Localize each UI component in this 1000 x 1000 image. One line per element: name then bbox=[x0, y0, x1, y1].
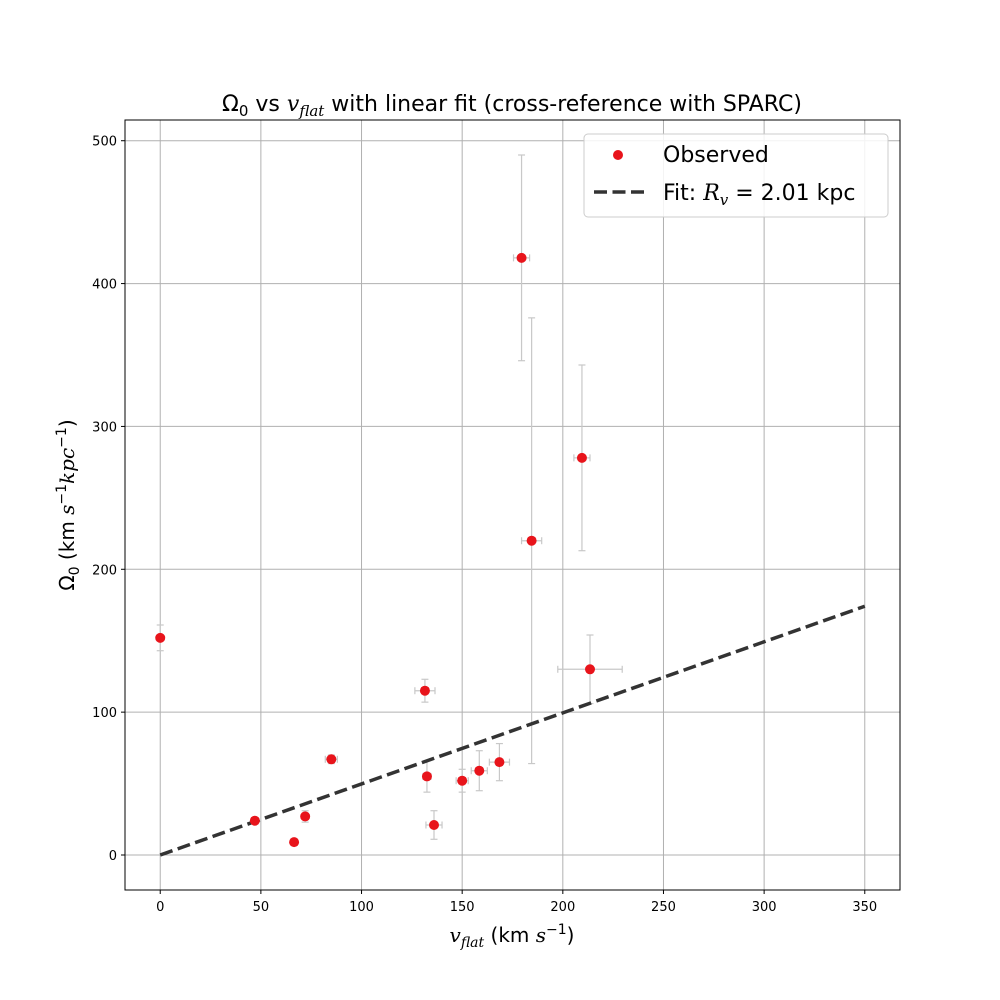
observed-point bbox=[457, 775, 468, 786]
plot-frame bbox=[124, 119, 901, 891]
observed-point bbox=[494, 757, 505, 768]
y-axis-ticks: 0 100 200 300 400 500 bbox=[92, 135, 125, 864]
y-tick-label: 500 bbox=[92, 135, 117, 150]
observed-series bbox=[155, 252, 595, 848]
observed-point bbox=[289, 837, 300, 848]
y-axis-label: Ω0 (km s−1kpc−1) bbox=[54, 419, 83, 590]
observed-point bbox=[249, 815, 260, 826]
grid bbox=[125, 120, 900, 890]
y-tick-label: 300 bbox=[92, 420, 117, 435]
observed-point bbox=[576, 452, 587, 463]
x-tick-label: 200 bbox=[550, 900, 575, 915]
observed-point bbox=[516, 252, 527, 263]
y-tick-label: 400 bbox=[92, 278, 117, 293]
observed-point bbox=[419, 685, 430, 696]
fit-series bbox=[159, 604, 866, 857]
x-tick-label: 150 bbox=[450, 900, 475, 915]
x-axis-ticks: 0 50 100 150 200 250 300 350 bbox=[156, 890, 877, 915]
observed-point bbox=[326, 754, 337, 765]
legend-observed-marker bbox=[613, 150, 623, 160]
x-tick-label: 250 bbox=[651, 900, 676, 915]
observed-point bbox=[155, 632, 166, 643]
y-tick-label: 0 bbox=[109, 849, 117, 864]
observed-point bbox=[526, 535, 537, 546]
observed-point bbox=[585, 664, 595, 675]
legend-fit-label: Fit: Rv = 2.01 kpc bbox=[663, 181, 855, 209]
y-tick-label: 200 bbox=[92, 563, 117, 578]
x-tick-label: 50 bbox=[253, 900, 270, 915]
observed-point bbox=[428, 820, 439, 830]
x-tick-label: 300 bbox=[752, 900, 777, 915]
chart-title: Ω0 vs vflat with linear fit (cross-refer… bbox=[222, 92, 802, 120]
x-tick-label: 350 bbox=[852, 900, 877, 915]
legend-box bbox=[583, 133, 889, 218]
y-tick-label: 100 bbox=[92, 706, 117, 721]
legend-observed-label: Observed bbox=[663, 143, 769, 168]
x-tick-label: 0 bbox=[156, 900, 164, 915]
x-tick-label: 100 bbox=[349, 900, 374, 915]
observed-point bbox=[300, 811, 311, 822]
x-axis-label: vflat (km s−1) bbox=[450, 922, 575, 951]
legend: Observed Fit: Rv = 2.01 kpc bbox=[583, 133, 889, 218]
fit-line bbox=[159, 604, 866, 857]
observed-point bbox=[421, 771, 432, 782]
observed-point bbox=[474, 765, 485, 776]
